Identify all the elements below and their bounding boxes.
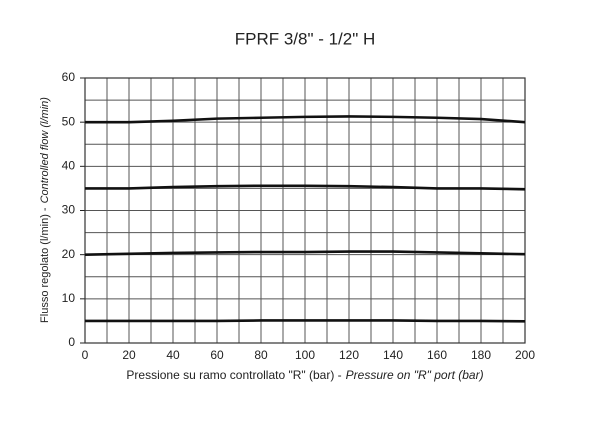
x-tick-label: 20 [122,348,136,362]
x-tick-label: 100 [295,348,315,362]
x-axis-label: Pressione su ramo controllato "R" (bar) … [126,368,483,382]
x-tick-label: 40 [166,348,180,362]
x-tick-label: 80 [254,348,268,362]
y-tick-label: 0 [68,335,75,349]
x-tick-label: 200 [515,348,535,362]
x-tick-label: 140 [383,348,403,362]
y-tick-label: 20 [62,247,76,261]
x-tick-label: 60 [210,348,224,362]
series-line [84,250,526,256]
x-tick-label: 120 [339,348,359,362]
x-tick-label: 180 [471,348,491,362]
x-axis-label-it: Pressione su ramo controllato "R" (bar) … [126,368,341,382]
y-axis-label-en: Controlled flow (l/min) [39,97,51,204]
y-tick-label: 50 [62,114,76,128]
series-line [85,184,526,191]
y-axis-label: Flusso regolato (l/min) - Controlled flow… [39,97,51,323]
x-tick-label: 160 [427,348,447,362]
x-axis-label-en: Pressure on "R" port (bar) [346,368,484,382]
x-tick-label: 0 [82,348,89,362]
y-axis-label-it: Flusso regolato (l/min) - [39,207,51,323]
plot-frame [84,77,526,344]
y-tick-label: 60 [62,70,76,84]
y-tick-label: 40 [62,159,76,173]
chart-title: FPRF 3/8" - 1/2" H [235,29,376,48]
y-tick-label: 10 [62,291,76,305]
y-tick-label: 30 [62,203,76,217]
series-line [85,319,526,323]
series-line [85,115,526,124]
